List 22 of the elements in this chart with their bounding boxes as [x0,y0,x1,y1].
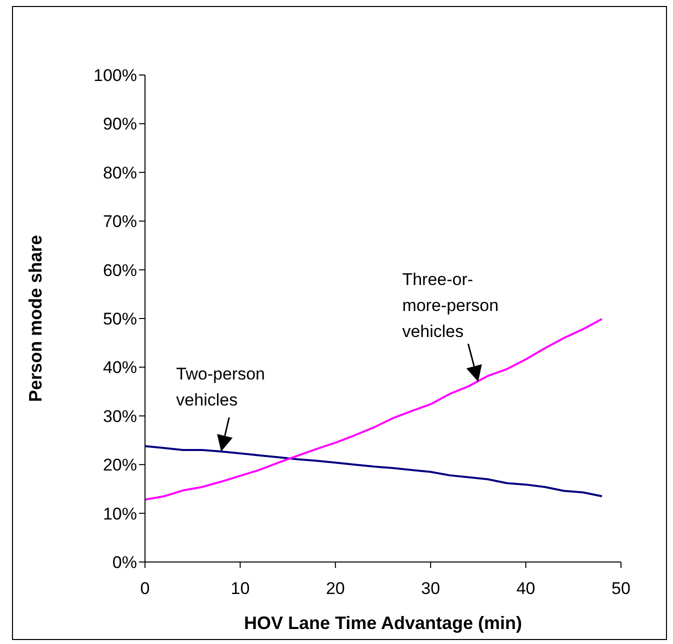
y-tick-label: 90% [102,114,137,134]
x-tick-label: 40 [516,579,536,598]
x-tick-label: 0 [140,579,150,598]
y-tick-label: 70% [102,212,137,232]
x-tick-label: 10 [230,579,250,598]
y-tick-label: 30% [102,406,137,426]
line-series [145,318,603,501]
y-tick-label: 100% [94,66,137,86]
x-tick-label: 50 [612,579,630,598]
y-tick-label: 20% [102,456,137,475]
y-tick-label: 50% [102,310,137,329]
y-axis-title: Person mode share [25,234,46,402]
y-tick-label: 0% [112,553,137,572]
x-axis-title: HOV Lane Time Advantage (min) [244,613,522,633]
annotation: Three-or-more-person vehicles [402,270,499,341]
y-tick-label: 40% [102,358,137,378]
y-tick-label: 10% [102,504,137,524]
annotation: Two-person vehicles [176,364,265,410]
y-tick-label: 60% [102,260,137,280]
y-tick-label: 80% [102,163,137,182]
x-tick-label: 30 [421,579,440,598]
x-tick-label: 20 [326,579,345,598]
